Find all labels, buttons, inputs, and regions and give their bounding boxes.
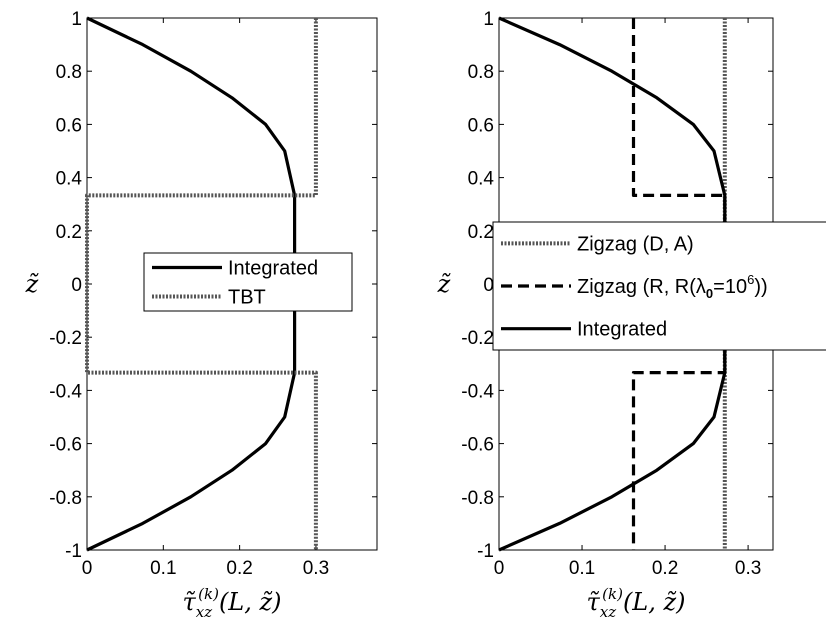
y-axis-label: z̃ xyxy=(25,270,40,298)
y-tick-label: 0.2 xyxy=(468,222,494,243)
x-tick-label: 0.1 xyxy=(569,558,595,579)
x-tick-label: 0.2 xyxy=(652,558,678,579)
x-axis-label: τ̃xz(k)(L, z̃) xyxy=(586,585,685,621)
y-tick-label: -0.6 xyxy=(49,435,82,456)
y-tick-label: 0 xyxy=(71,275,82,296)
y-tick-label: -1 xyxy=(65,541,82,562)
x-tick-label: 0.1 xyxy=(150,558,176,579)
y-tick-label: -0.4 xyxy=(461,381,494,402)
y-tick-label: 0.8 xyxy=(468,62,494,83)
y-tick-label: 1 xyxy=(71,9,82,30)
y-tick-label: 0.4 xyxy=(56,169,83,190)
x-tick-label: 0.3 xyxy=(303,558,329,579)
legend: Zigzag (D, A) Zigzag (R, R(λ0=106)) Integr… xyxy=(492,221,826,351)
y-axis-label: z̃ xyxy=(437,270,452,298)
legend-label: Integrated xyxy=(577,319,667,341)
y-tick-label: 0.6 xyxy=(468,115,494,136)
y-tick-label: -0.6 xyxy=(461,435,494,456)
y-tick-label: -0.4 xyxy=(49,381,82,402)
x-tick-label: 0 xyxy=(82,558,93,579)
chart-panel-2: 10.80.60.40.20-0.2-0.4-0.6-0.8-10 0.1 0.2 0… xyxy=(437,9,826,621)
y-tick-label: -0.2 xyxy=(461,328,494,349)
y-tick-label: 1 xyxy=(483,9,494,30)
legend-label: Zigzag (R, R(λ0=106)) xyxy=(577,272,768,301)
y-tick-label: -0.2 xyxy=(49,328,82,349)
chart-panel-1: 10.80.60.40.20-0.2-0.4-0.6-0.8-10 0.1 0.2 0… xyxy=(25,9,378,621)
y-tick-label: 0 xyxy=(483,275,494,296)
x-tick-label: 0.2 xyxy=(226,558,252,579)
legend-label: TBT xyxy=(228,287,266,309)
y-tick-label: -0.8 xyxy=(461,488,494,509)
y-tick-label: -0.8 xyxy=(49,488,82,509)
x-tick-label: 0 xyxy=(494,558,505,579)
y-tick-label: 0.4 xyxy=(468,169,495,190)
legend: Integrated TBT xyxy=(143,252,353,312)
series-line xyxy=(85,18,318,550)
y-tick-label: 0.8 xyxy=(56,62,82,83)
x-axis-label: τ̃xz(k)(L, z̃) xyxy=(182,585,281,621)
legend-label: Zigzag (D, A) xyxy=(577,233,694,255)
y-tick-label: 0.2 xyxy=(56,222,82,243)
legend-label: Integrated xyxy=(228,258,318,280)
x-tick-label: 0.3 xyxy=(735,558,761,579)
legend-box xyxy=(143,252,353,312)
y-tick-label: 0.6 xyxy=(56,115,82,136)
y-tick-label: -1 xyxy=(477,541,494,562)
